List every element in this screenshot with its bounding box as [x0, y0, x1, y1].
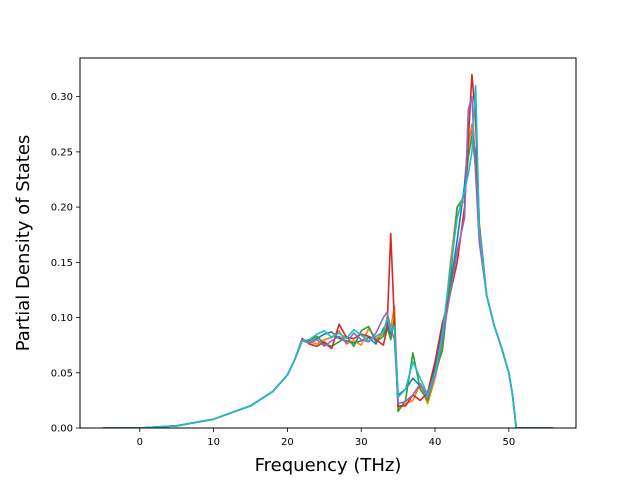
y-tick-label: 0.05 — [51, 368, 73, 379]
y-tick-label: 0.15 — [51, 258, 73, 269]
y-tick-label: 0.00 — [51, 424, 73, 435]
x-tick-label: 30 — [355, 437, 368, 448]
y-tick-label: 0.20 — [51, 203, 73, 214]
x-tick-label: 50 — [502, 437, 515, 448]
plot-frame — [79, 57, 577, 429]
y-tick-label: 0.10 — [51, 313, 73, 324]
x-axis-label: Frequency (THz) — [255, 455, 402, 476]
y-axis-label: Partial Density of States — [13, 135, 34, 352]
y-tick-label: 0.25 — [51, 147, 73, 158]
x-tick-label: 20 — [281, 437, 294, 448]
y-axis: 0.00 0.05 0.10 0.15 0.20 0.25 0.30 — [51, 92, 80, 435]
x-axis: 0 10 20 30 40 50 — [137, 428, 515, 448]
x-tick-label: 0 — [137, 437, 143, 448]
series-layer — [102, 73, 554, 428]
series-line-6 — [102, 84, 554, 428]
y-tick-label: 0.30 — [51, 92, 73, 103]
x-tick-label: 10 — [207, 437, 220, 448]
x-tick-label: 40 — [429, 437, 442, 448]
